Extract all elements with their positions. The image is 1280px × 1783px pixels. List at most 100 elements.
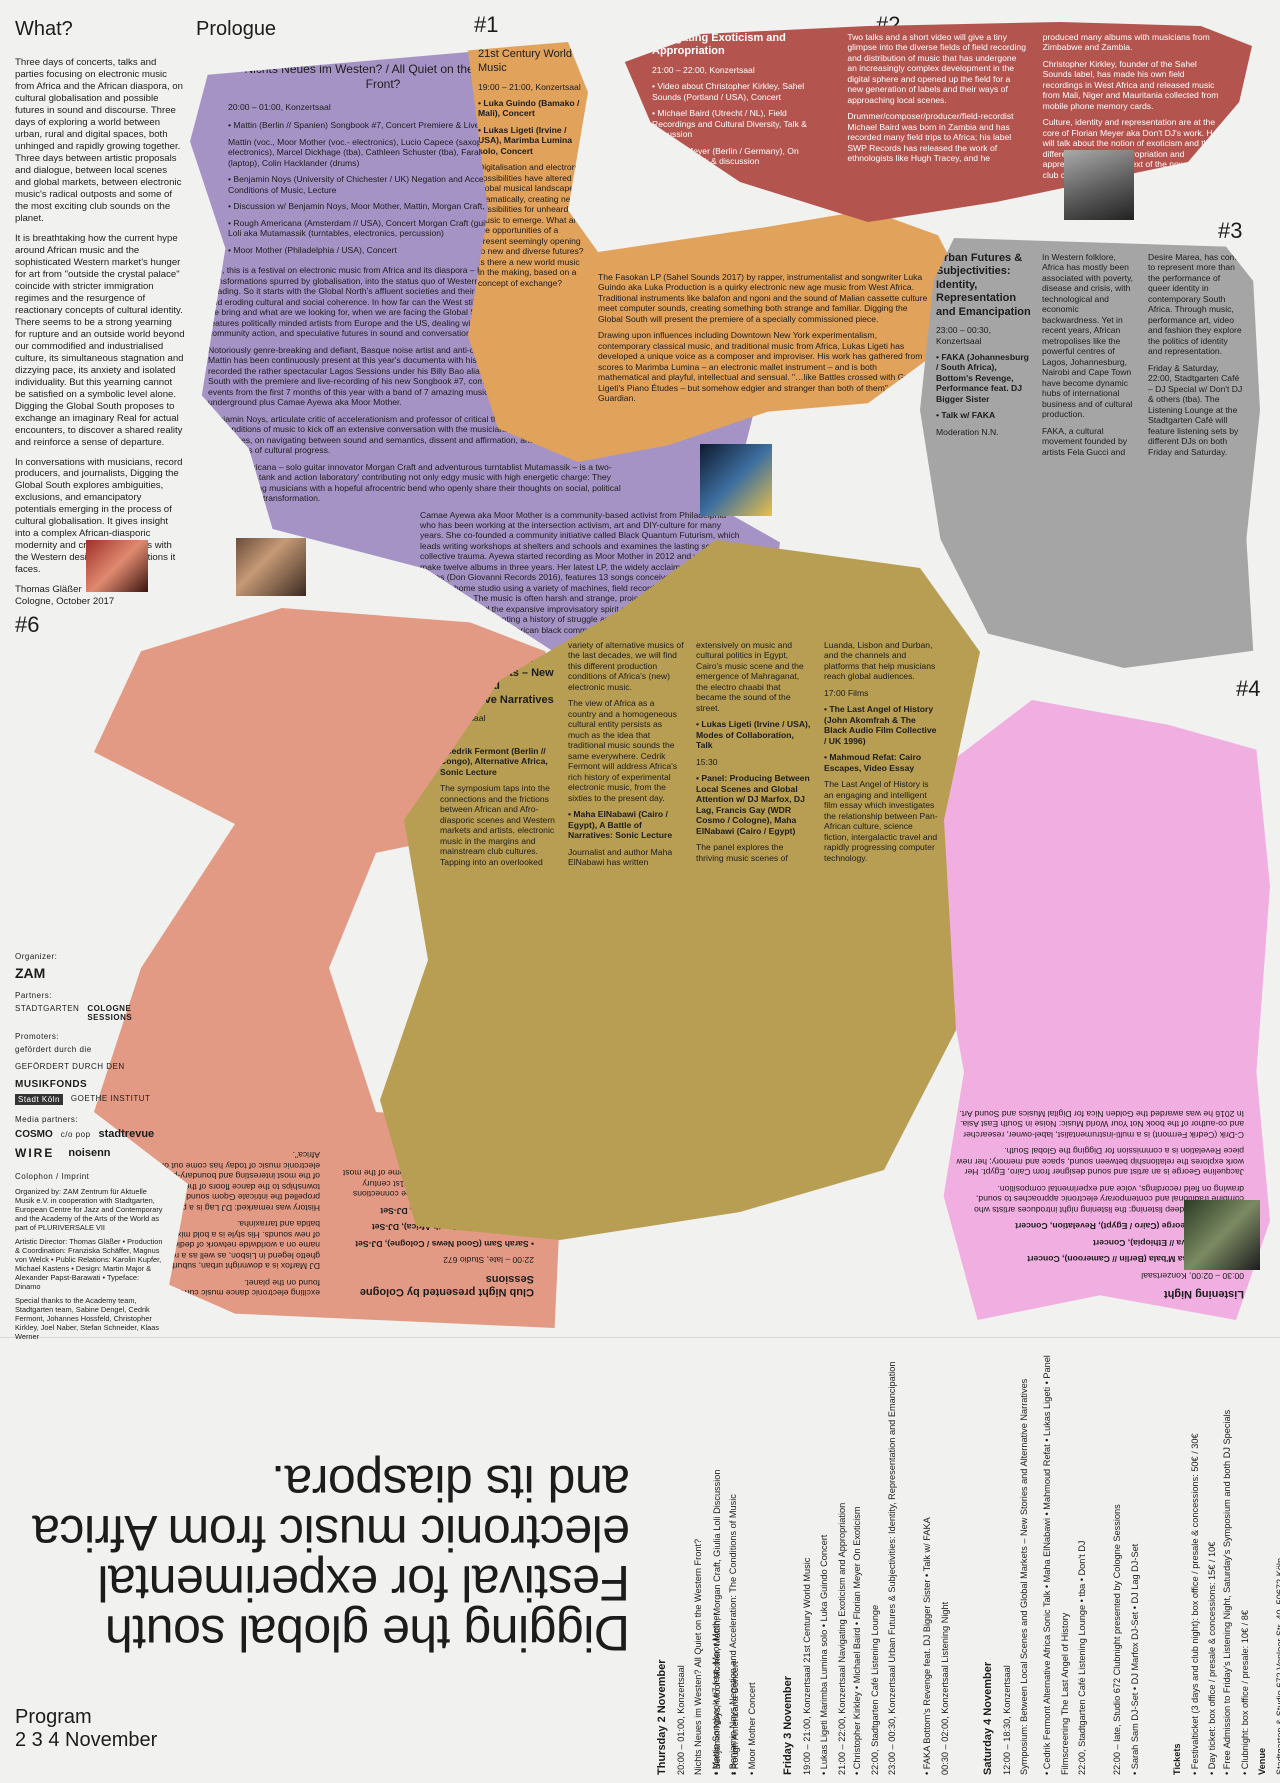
saturday-item-5: 22:00, Stadtgarten Café Listening Lounge… [1077, 1540, 1087, 1775]
tickets-item-2: • Day ticket: box office / presale & con… [1207, 1541, 1217, 1775]
block1-paragraph-1: Digitalisation and electronic possibilit… [478, 162, 586, 288]
promoter-stadt-koeln-logo: Stadt Köln [15, 1094, 63, 1105]
schedule-friday-2: • Christopher Kirkley • Michael Baird • … [852, 1355, 905, 1775]
colophon-text: Organized by: ZAM Zentrum für Aktuelle M… [15, 1187, 163, 1233]
prologue-line-1: • Mattin (Berlin // Spanien) Songbook #7… [228, 120, 522, 131]
prologue-line-4: • Discussion w/ Benjamin Noys, Moor Moth… [228, 201, 525, 212]
saturday-item-1: 12:00 – 18:30, Konzertsaal [1001, 1665, 1012, 1775]
schedule-tickets-2: • Free Admission to Friday's Listening N… [1222, 1355, 1280, 1775]
block1-time: 19:00 – 21:00, Konzertsaal [478, 81, 581, 92]
partner-cologne-sessions-logo: COLOGNE SESSIONS [87, 1004, 133, 1022]
prologue-title: Nichts Neues im Westen? / All Quiet on t… [244, 62, 522, 91]
fold-line-horizontal [0, 1337, 1280, 1338]
artist-photo-1 [86, 540, 148, 592]
festival-title: Digging the global south Festival for ex… [32, 1455, 630, 1661]
prologue-paragraph-1: Yes, this is a festival on electronic mu… [208, 265, 626, 339]
program-word: Program [15, 1706, 92, 1728]
block1-line-1: • Luka Guindo (Bamako / Mali), Concert [478, 97, 580, 119]
program-label: Program 2 3 4 November [15, 1706, 157, 1752]
tickets-item-4: • Clubnight: box office / presale: 10€ /… [1239, 1610, 1250, 1775]
prologue-heading: Prologue [196, 18, 277, 40]
block3-blob: Urban Futures & Subjectivities: Identity… [920, 238, 1260, 668]
block4-paragraph-2: Jacqueline George is an artist and sound… [956, 1146, 1244, 1178]
tickets-item-1: • Festivalticket (3 days and club night)… [1189, 1433, 1200, 1775]
schedule-saturday: Saturday 4 November 12:00 – 18:30, Konze… [982, 1355, 1037, 1775]
block5-line-3: • Lukas Ligeti (Irvine / USA), Modes of … [696, 719, 811, 751]
thursday-day: Thursday 2 November [656, 1659, 668, 1775]
section-number-3: #3 [1218, 218, 1243, 243]
friday-item-5: 22:00, Stadtgarten Café Listening Lounge [869, 1604, 880, 1775]
block5-film-2: • Mahmoud Refat: Cairo Escapes, Video Es… [824, 752, 922, 773]
prologue-time: 20:00 – 01:00, Konzertsaal [228, 102, 331, 112]
saturday-item-6: 22:00 – late, Studio 672 Clubnight prese… [1112, 1504, 1122, 1775]
partners-label: Partners: [15, 991, 52, 1000]
tickets-label: Tickets [1172, 1743, 1182, 1776]
block4-title: Listening Night [1163, 1288, 1244, 1300]
block5-paragraph-1: The symposium taps into the connections … [440, 640, 684, 867]
block5-paragraph-5: The Last Angel of History is an engaging… [824, 779, 938, 863]
prologue-line-3: • Benjamin Noys (University of Chicheste… [228, 174, 532, 195]
friday-item-6: 23:00 – 00:30, Konzertsaal Urban Futures… [887, 1361, 897, 1775]
prologue-paragraph-2: Notoriously genre-breaking and defiant, … [208, 344, 627, 408]
block3-line-1: • FAKA (Johannesburg / South Africa), Bo… [936, 352, 1029, 404]
organizer-section: Organizer: ZAM Partners: STADTGARTEN COL… [15, 952, 165, 1342]
block2-line-3: • Florian Meyer (Berlin / Germany), On E… [652, 145, 799, 167]
block6-line-1: • Sarah Sam (Good News / Cologne), DJ-Se… [355, 1238, 534, 1249]
intro-signature: Thomas Gläßer [15, 584, 82, 596]
friday-day: Friday 3 November [782, 1675, 794, 1775]
block4-time: 00:30 – 02:00, Konzertsaal [1141, 1270, 1244, 1281]
schedule-friday-3: • FAKA Bottom's Revenge feat. DJ Bigger … [922, 1355, 957, 1775]
schedule-thursday-2: • Benjamin Noys, Moor Mother, Mattin, Mo… [712, 1355, 765, 1776]
block1-line-2: • Lukas Ligeti (Irvine / USA), Marimba L… [478, 124, 573, 156]
prologue-paragraph-4: Rough Americana – solo guitar innovator … [208, 461, 621, 504]
block5-paragraph-2: The view of Africa as a country and a ho… [568, 698, 678, 803]
colophon-label: Colophon / Imprint [15, 1172, 90, 1181]
artist-photo-kirkley [1064, 150, 1134, 220]
organizer-label: Organizer: [15, 952, 58, 961]
venue-label: Venue [1257, 1747, 1267, 1775]
tickets-item-3: • Free Admission to Friday's Listening N… [1222, 1409, 1232, 1775]
block5-time-1700: 17:00 Films [824, 687, 869, 698]
promoter-1-logo: gefördert durch die [15, 1045, 92, 1054]
block3-line-3: Moderation N.N. [936, 426, 999, 437]
promoter-musikfonds-logo: MUSIKFONDS [15, 1079, 88, 1090]
thursday-item-7: • Moor Mother Concert [747, 1682, 757, 1775]
schedule-friday: Friday 3 November 19:00 – 21:00, Konzert… [782, 1355, 854, 1775]
saturday-item-3: • Cedrik Fermont Alternative Africa Soni… [1042, 1355, 1052, 1775]
friday-item-8: 00:30 – 02:00, Konzertsaal Listening Nig… [939, 1601, 950, 1775]
block3-paragraph-1: In Western folklore, Africa has mostly b… [1042, 252, 1134, 420]
block6-title: Club Night presented by Cologne Sessions [359, 1272, 534, 1298]
schedule-saturday-3: 22:00 – late, Studio 672 Clubnight prese… [1112, 1355, 1147, 1775]
thursday-item-1: 20:00 – 01:00, Konzertsaal [675, 1665, 686, 1775]
what-section: What? Three days of concerts, talks and … [15, 18, 185, 608]
block5-line-1: • Cedrik Fermont (Berlin // Congo), Alte… [440, 746, 548, 777]
block2-line-1: • Video about Christopher Kirkley, Sahel… [652, 81, 805, 102]
block1-title: 21st Century World Music [478, 48, 572, 74]
schedule-tickets: Tickets • Festivalticket (3 days and clu… [1172, 1355, 1225, 1775]
schedule-area: Thursday 2 November 20:00 – 01:00, Konze… [652, 1345, 1280, 1776]
festival-title-area: Digging the global south Festival for ex… [20, 1348, 640, 1668]
colophon-credits: Artistic Director: Thomas Gläßer • Produ… [15, 1237, 163, 1292]
saturday-item-7: • Sarah Sam DJ-Set • DJ Marfox DJ-Set • … [1129, 1543, 1140, 1775]
block2-line-2: • Michael Baird (Utrecht / NL), Field Re… [652, 108, 807, 140]
prologue-line-6: • Moor Mother (Philadelphia / USA), Conc… [228, 244, 397, 255]
venue-text: Stadtgarten & Studio 672 Venloer Str. 40… [1274, 1557, 1280, 1775]
friday-item-7: • FAKA Bottom's Revenge feat. DJ Bigger … [922, 1517, 932, 1775]
saturday-item-2: Symposium: Between Local Scenes and Glob… [1019, 1378, 1030, 1775]
media-noisenn-logo: noisenn [68, 1147, 111, 1159]
section-number-6: #6 [15, 612, 40, 637]
prologue-paragraph-3: Benjamin Noys, articulate critic of acce… [208, 413, 625, 456]
promoter-2-logo: GEFÖRDERT DURCH DEN [15, 1062, 125, 1071]
block2-paragraph-1: Two talks and a short video will give a … [847, 32, 1026, 105]
block2-blob: Navigating Exoticism and Appropriation 2… [624, 22, 1252, 222]
prologue-line-5: • Rough Americana (Amsterdam // USA), Co… [228, 217, 525, 239]
promoters-label: Promoters: [15, 1032, 60, 1041]
friday-item-1: 19:00 – 21:00, Konzertsaal 21st Century … [801, 1557, 812, 1775]
media-wire-logo: WIRE [15, 1146, 55, 1160]
saturday-day: Saturday 4 November [982, 1661, 994, 1775]
thursday-item-6: • Rough Americana Concert [729, 1661, 740, 1775]
zam-logo: ZAM [15, 965, 46, 981]
artist-photo-3 [700, 444, 772, 516]
block5-line-2: • Maha ElNabawi (Cairo / Egypt), A Battl… [568, 809, 673, 841]
friday-item-2: • Lukas Ligeti Marimba Lumina solo • Luk… [819, 1534, 830, 1775]
